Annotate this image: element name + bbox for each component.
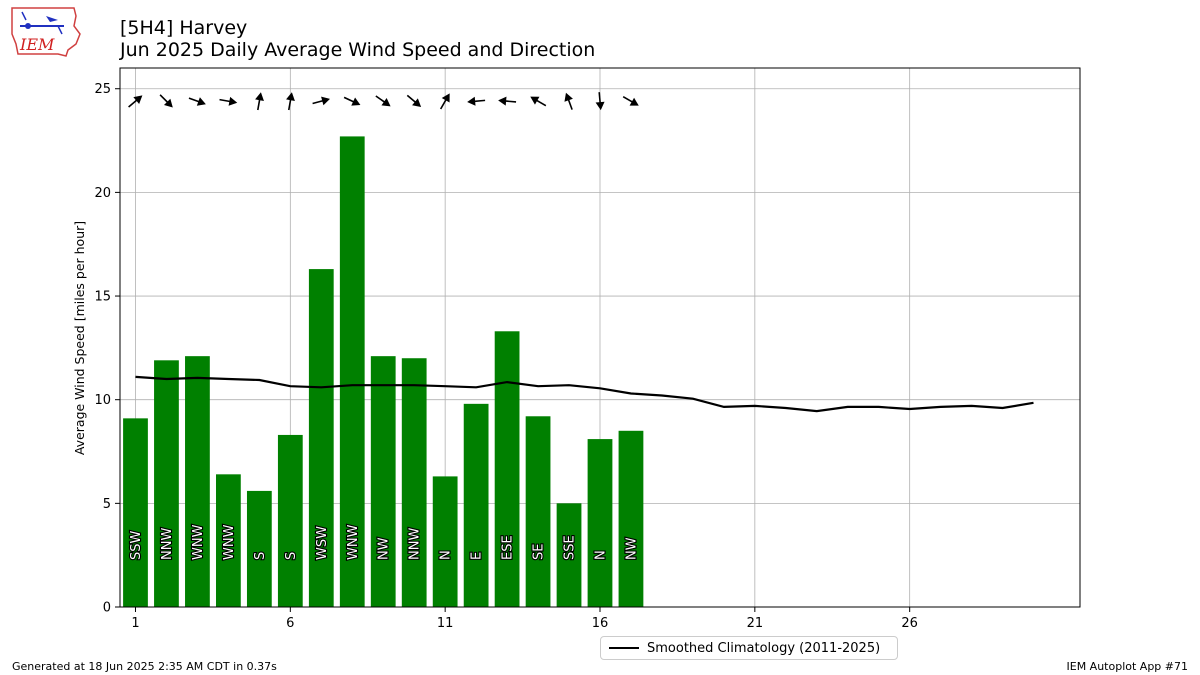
x-tick-label: 6 [286, 616, 294, 631]
wind-arrow-day-12 [467, 96, 486, 106]
direction-label-day-10: NNW [408, 528, 423, 560]
bar-day-7 [308, 269, 334, 607]
direction-label-day-14: SE [532, 544, 547, 560]
y-tick-label: 25 [94, 82, 111, 97]
climatology-line [135, 375, 1034, 413]
x-tick-label: 26 [901, 616, 918, 631]
chart-subtitle: Jun 2025 Daily Average Wind Speed and Di… [120, 39, 596, 61]
legend-line-swatch [609, 647, 639, 649]
direction-label-day-4: WNW [222, 524, 237, 560]
bar-day-4 [216, 474, 241, 607]
direction-arrows [128, 92, 639, 111]
bar-day-17 [618, 430, 644, 607]
direction-label-day-17: NW [624, 537, 639, 560]
direction-label-day-1: SSW [129, 530, 144, 560]
direction-label-day-2: NNW [160, 528, 175, 560]
wind-arrow-day-4 [219, 96, 238, 106]
wind-arrow-day-5 [255, 92, 264, 111]
bar-day-1 [123, 418, 148, 607]
wind-arrow-day-16 [595, 92, 605, 111]
climatology-series [135, 375, 1034, 413]
generated-timestamp: Generated at 18 Jun 2025 2:35 AM CDT in … [12, 660, 277, 673]
app-credit: IEM Autoplot App #71 [1066, 660, 1189, 673]
wind-arrow-day-1 [128, 95, 143, 108]
wind-arrow-day-2 [159, 94, 173, 108]
iem-logo: IEM [11, 7, 81, 57]
wind-arrow-day-9 [375, 95, 391, 107]
wind-arrow-day-6 [286, 92, 295, 111]
bar-day-16 [587, 439, 613, 607]
bar-day-5 [246, 490, 272, 607]
bars [123, 136, 644, 607]
bar-day-2 [154, 360, 179, 607]
bar-day-8 [339, 136, 365, 607]
direction-label-day-5: S [253, 552, 268, 560]
bar-day-13 [494, 331, 520, 607]
y-tick-label: 0 [103, 601, 111, 616]
wind-arrow-day-10 [406, 94, 422, 107]
direction-label-day-16: N [594, 550, 609, 560]
wind-arrow-day-14 [530, 96, 547, 107]
direction-label-day-6: S [284, 552, 299, 560]
wind-arrow-day-15 [564, 92, 573, 110]
direction-label-day-11: N [439, 550, 454, 560]
wind-arrow-day-17 [622, 95, 639, 106]
bar-day-11 [432, 476, 458, 607]
y-axis-label: Average Wind Speed [miles per hour] [72, 221, 87, 455]
wind-arrow-day-8 [343, 96, 361, 106]
y-tick-label: 5 [103, 497, 111, 512]
wind-arrow-day-13 [498, 96, 517, 106]
x-tick-label: 11 [437, 616, 454, 631]
bar-day-10 [401, 358, 427, 607]
direction-label-day-9: NW [377, 537, 392, 560]
bar-day-6 [277, 434, 303, 607]
bar-day-9 [370, 356, 396, 607]
bar-day-3 [185, 356, 210, 607]
bar-day-15 [556, 503, 582, 607]
direction-label-day-3: WNW [191, 524, 206, 560]
direction-label-day-12: E [470, 552, 485, 560]
x-tick-label: 16 [592, 616, 609, 631]
direction-labels: SSW NNW WNW WNW S S WSW WNW NW NNW N E ESE SE SSE N NW [128, 523, 641, 561]
direction-label-day-15: SSE [563, 535, 578, 560]
x-tick-label: 21 [747, 616, 764, 631]
legend-label: Smoothed Climatology (2011-2025) [647, 640, 881, 656]
logo-text: IEM [19, 35, 55, 54]
direction-label-day-13: ESE [501, 535, 516, 560]
y-tick-label: 10 [94, 393, 111, 408]
wind-arrow-day-11 [439, 93, 450, 110]
y-tick-label: 15 [94, 290, 111, 305]
chart-title: [5H4] Harvey [120, 17, 248, 39]
bar-day-12 [463, 403, 489, 607]
bar-day-14 [525, 416, 551, 607]
direction-label-day-7: WSW [315, 526, 330, 560]
y-tick-label: 20 [94, 186, 111, 201]
direction-label-day-8: WNW [346, 524, 361, 560]
x-tick-label: 1 [131, 616, 139, 631]
wind-arrow-day-3 [188, 97, 206, 106]
wind-arrow-day-7 [312, 96, 330, 106]
legend: Smoothed Climatology (2011-2025) [600, 636, 898, 660]
